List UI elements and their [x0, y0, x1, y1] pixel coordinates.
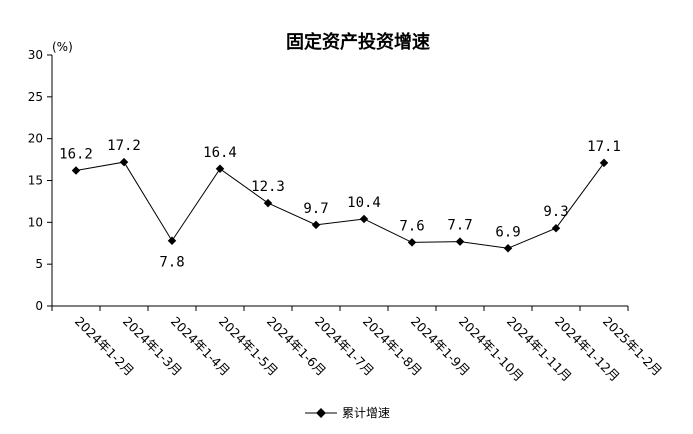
- y-tick-label: 10: [28, 215, 43, 229]
- data-point: [599, 158, 609, 168]
- data-point: [167, 236, 177, 245]
- legend-marker: [316, 408, 326, 418]
- data-point: [551, 223, 561, 233]
- legend-label: 累计增速: [342, 406, 390, 420]
- y-tick-label: 30: [28, 48, 43, 62]
- data-label: 17.1: [587, 139, 621, 155]
- data-point: [71, 166, 81, 175]
- axes: 0 5 10 15 20 25 30: [28, 48, 629, 313]
- data-point: [311, 220, 321, 230]
- y-tick-label: 15: [28, 174, 43, 188]
- data-label: 12.3: [251, 179, 285, 195]
- x-tick-labels: 2024年1-2月2024年1-3月2024年1-4月2024年1-5月2024…: [72, 314, 665, 385]
- series-line: [75, 161, 605, 249]
- series-layer: [71, 157, 609, 253]
- data-label: 9.3: [543, 204, 568, 220]
- y-tick-label: 25: [28, 90, 43, 104]
- data-labels: 16.2 17.2 7.8 16.4 12.3 9.7 10.4 7.6 7.7 6.9 9.3 17…: [59, 138, 621, 271]
- data-label: 17.2: [107, 138, 141, 154]
- data-label: 16.4: [203, 145, 237, 161]
- data-point: [455, 237, 465, 246]
- data-label: 7.8: [159, 255, 184, 271]
- chart-title: 固定资产投资增速: [286, 31, 430, 53]
- data-label: 7.6: [399, 218, 424, 234]
- data-point: [119, 157, 129, 167]
- y-axis-unit: (%): [52, 40, 73, 54]
- y-tick-label: 0: [35, 299, 43, 313]
- y-tick-label: 5: [35, 257, 43, 271]
- data-point: [359, 214, 369, 224]
- data-point: [503, 244, 513, 253]
- data-point: [407, 238, 417, 247]
- data-label: 10.4: [347, 195, 381, 211]
- data-label: 9.7: [303, 201, 328, 217]
- data-label: 6.9: [495, 224, 520, 240]
- y-tick-label: 20: [28, 132, 43, 146]
- data-point: [263, 198, 273, 208]
- data-label: 7.7: [447, 218, 472, 234]
- legend: 累计增速: [305, 406, 390, 420]
- data-point: [215, 164, 225, 174]
- data-label: 16.2: [59, 146, 93, 162]
